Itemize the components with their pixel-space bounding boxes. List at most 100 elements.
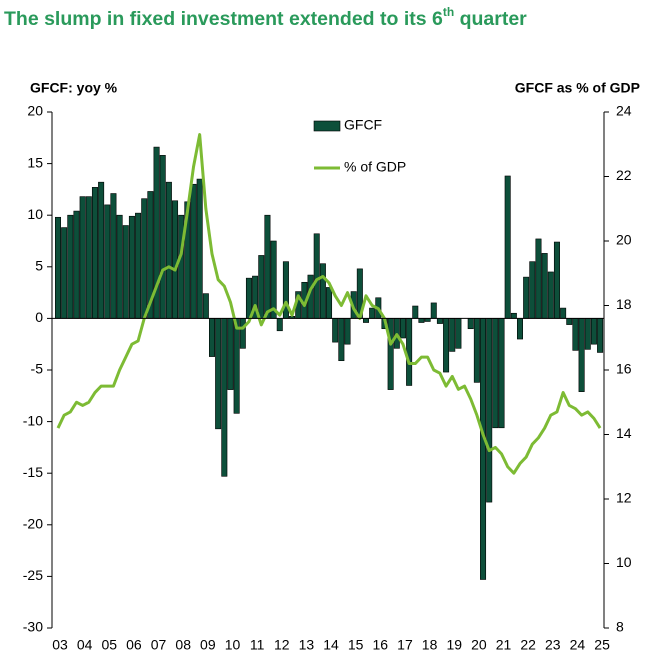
bar [209, 318, 216, 357]
bar [270, 240, 277, 319]
bar [172, 200, 179, 319]
x-tick-label: 09 [200, 637, 216, 653]
bar [584, 318, 591, 350]
bar [110, 193, 117, 319]
bar [221, 318, 228, 477]
x-tick-label: 11 [250, 637, 265, 653]
y-tick-label: 20 [27, 103, 43, 119]
bar [135, 212, 142, 319]
legend-label: GFCF [344, 117, 382, 133]
bar [412, 305, 419, 319]
bar [159, 155, 166, 319]
bar [467, 318, 474, 330]
bar [91, 187, 98, 319]
x-tick-label: 16 [373, 637, 389, 653]
bar [566, 318, 573, 325]
bar [504, 175, 511, 319]
title-part: th [443, 5, 454, 19]
bar [61, 227, 68, 319]
y2-tick-label: 22 [616, 167, 632, 183]
y2-tick-label: 20 [616, 232, 632, 248]
bar [529, 261, 536, 319]
bar [572, 318, 579, 351]
x-tick-label: 04 [77, 637, 93, 653]
x-tick-label: 17 [397, 637, 413, 653]
bar [547, 271, 554, 319]
bar [196, 178, 203, 319]
y-tick-label: -5 [31, 361, 44, 377]
x-tick-label: 12 [274, 637, 290, 653]
bar [202, 293, 209, 319]
x-tick-label: 03 [52, 637, 68, 653]
bar [276, 318, 283, 332]
bar [332, 318, 339, 343]
chart-title: The slump in fixed investment extended t… [4, 5, 527, 30]
bar [282, 261, 289, 319]
x-tick-label: 21 [496, 637, 512, 653]
y2-tick-label: 24 [616, 103, 632, 119]
x-tick-label: 05 [101, 637, 117, 653]
bar [73, 210, 80, 319]
bar [85, 196, 92, 319]
y2-axis-title: GFCF as % of GDP [515, 80, 640, 96]
bar [319, 263, 326, 319]
y-axis-title: GFCF: yoy % [30, 80, 118, 96]
bar [178, 214, 185, 319]
bar [141, 198, 148, 319]
bar [560, 307, 567, 319]
x-tick-label: 23 [545, 637, 561, 653]
y-tick-label: 10 [27, 206, 43, 222]
bar [480, 318, 487, 580]
x-tick-label: 24 [570, 637, 586, 653]
x-tick-label: 14 [323, 637, 339, 653]
bar [233, 318, 240, 414]
bar [190, 183, 197, 319]
bar [523, 276, 530, 319]
bar [498, 318, 505, 429]
bar [430, 302, 437, 319]
y-tick-label: 15 [27, 154, 43, 170]
bar [67, 214, 74, 319]
bar [473, 318, 480, 383]
bar [98, 181, 105, 319]
bar [258, 255, 265, 319]
y-tick-label: 5 [35, 258, 43, 274]
bar [406, 318, 413, 386]
bar [313, 233, 320, 319]
y-tick-label: -30 [23, 619, 43, 635]
bar [239, 318, 246, 349]
bar [418, 318, 425, 323]
bar [486, 318, 493, 503]
x-tick-label: 13 [299, 637, 315, 653]
bar [590, 318, 597, 345]
bar [245, 277, 252, 319]
x-tick-label: 19 [446, 637, 462, 653]
bar [128, 215, 135, 319]
bar [54, 216, 61, 319]
y-tick-label: -25 [23, 567, 43, 583]
x-tick-label: 08 [175, 637, 191, 653]
y-tick-label: -20 [23, 516, 43, 532]
y-tick-label: -15 [23, 464, 43, 480]
bar [455, 318, 462, 349]
bar [492, 318, 499, 429]
x-tick-label: 06 [126, 637, 142, 653]
y2-tick-label: 18 [616, 296, 632, 312]
bar [326, 287, 333, 319]
bar [344, 318, 351, 345]
bar [516, 318, 523, 340]
bar [578, 318, 585, 392]
line [56, 133, 602, 475]
bar [227, 318, 234, 390]
y-tick-label: -10 [23, 412, 43, 428]
x-tick-label: 18 [422, 637, 438, 653]
bar [399, 318, 406, 339]
bar [116, 214, 123, 319]
bar [541, 253, 548, 319]
y2-tick-label: 8 [616, 619, 624, 635]
x-tick-label: 15 [348, 637, 364, 653]
bar [443, 318, 450, 373]
x-tick-label: 07 [151, 637, 167, 653]
x-tick-label: 25 [594, 637, 610, 653]
